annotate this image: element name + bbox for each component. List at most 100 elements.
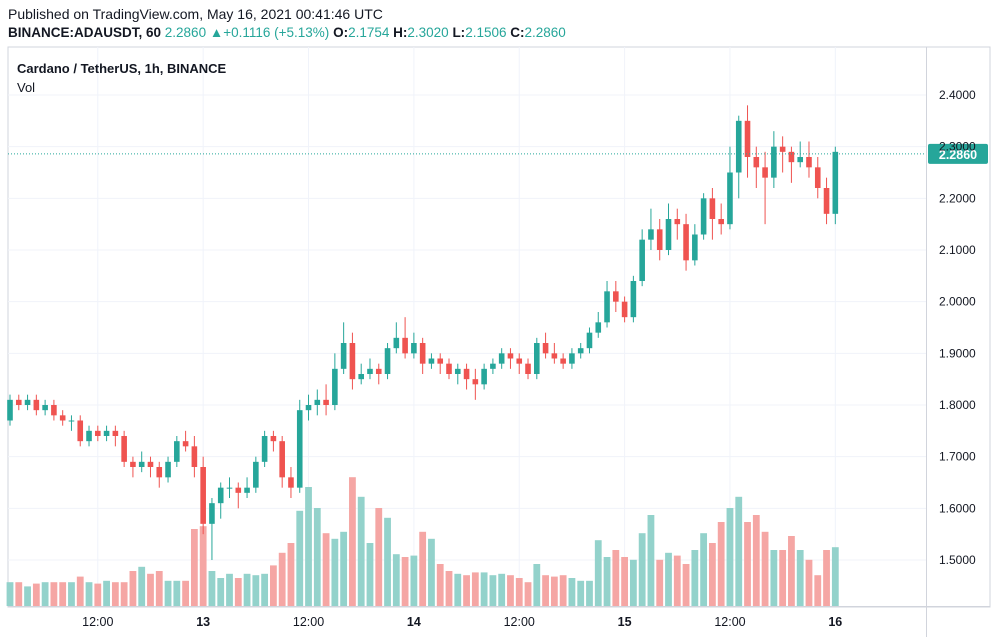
volume-bar (647, 515, 655, 606)
candle-body (463, 368, 470, 380)
candle-body (235, 487, 242, 493)
candle-body (621, 301, 628, 318)
volume-bar (76, 576, 84, 606)
time-tick-label: 16 (828, 615, 842, 629)
volume-bar (629, 559, 637, 606)
volume-bar (805, 559, 813, 606)
volume-bar (524, 582, 532, 606)
candle-body (472, 379, 479, 385)
volume-bar (173, 580, 181, 606)
volume-bar (331, 538, 339, 606)
volume-bar (428, 538, 435, 606)
price-tick-label: 1.5000 (939, 553, 976, 567)
volume-bar (50, 582, 58, 606)
volume-bar (454, 573, 462, 606)
candle-body (332, 368, 338, 405)
volume-bar (831, 547, 839, 606)
candle-body (138, 461, 145, 467)
chart-frame (7, 46, 991, 637)
candle-body (42, 405, 48, 411)
volume-bar (559, 575, 567, 606)
volume-bar (612, 550, 620, 606)
time-axis[interactable]: 12:00 13 12:00 14 12:00 15 12:00 16 (82, 615, 842, 629)
candle-body (534, 343, 540, 374)
candle-body (832, 151, 839, 214)
volume-bar (296, 510, 304, 606)
candle-body (323, 399, 329, 405)
price-tick-label: 1.7000 (939, 450, 976, 464)
volume-bar (770, 550, 778, 606)
candle-body (692, 234, 698, 261)
volume-bar (577, 580, 585, 606)
volume-bar (515, 578, 523, 606)
price-axis[interactable]: 1.5000 1.6000 1.7000 1.8000 1.9000 2.0000 2.10… (939, 88, 976, 567)
high-value: 2.3020 (407, 25, 449, 40)
candle-body (428, 358, 435, 364)
candle-body (516, 358, 523, 364)
last-price-line: 2.2860 (8, 143, 988, 164)
volume-bar (322, 533, 330, 606)
volume-bar (190, 529, 198, 606)
candle-body (674, 219, 681, 225)
price-tick-label: 2.0000 (939, 295, 976, 309)
up-arrow-icon: ▲ (209, 25, 224, 40)
volume-bar (489, 575, 497, 606)
candle-body (753, 157, 760, 168)
volume-bar (120, 582, 128, 606)
candle-body (77, 420, 84, 442)
volume-bar (278, 552, 286, 606)
volume-bar (261, 573, 269, 606)
candle-body (490, 363, 496, 369)
volume-bar (691, 550, 699, 606)
volume-bar (24, 586, 31, 606)
candle-body (51, 405, 57, 416)
volume-bar (287, 543, 295, 606)
candle-body (823, 188, 830, 214)
volume-bar (814, 575, 822, 606)
volume-bar (199, 526, 207, 606)
volume-bar (155, 571, 163, 606)
price-tick-label: 2.2000 (939, 191, 976, 205)
high-label: H: (393, 25, 408, 40)
candle-body (261, 436, 268, 462)
volume-bar (533, 564, 541, 606)
volume-bar (226, 573, 233, 606)
candle-body (437, 358, 444, 364)
volume-bar (103, 580, 110, 606)
volume-bar (129, 571, 137, 606)
candle-body (665, 219, 672, 250)
candle-body (296, 410, 303, 488)
volume-bar (603, 557, 611, 606)
candle-body (446, 363, 452, 374)
candle-body (419, 343, 426, 364)
candle-body (130, 461, 136, 467)
candle-body (121, 436, 127, 462)
volume-bar (542, 575, 549, 606)
volume-bar (208, 571, 216, 606)
volume-bar (507, 575, 514, 606)
volume-bar (594, 540, 602, 606)
candle-body (375, 368, 382, 374)
volume-bar (252, 575, 260, 606)
candle-body (270, 436, 277, 442)
open-value: 2.1754 (348, 25, 390, 40)
candle-body (411, 343, 417, 354)
change-value: +0.1116 (+5.13%) (223, 25, 330, 40)
close-value: 2.2860 (524, 25, 566, 40)
candle-body (340, 343, 347, 369)
volume-bar (313, 508, 321, 606)
candle-body (613, 291, 619, 302)
volume-bar (717, 522, 725, 606)
price-tick-label: 2.4000 (939, 88, 976, 102)
symbol-label: BINANCE:ADAUSDT, 60 (8, 25, 162, 40)
volume-bar (41, 582, 49, 606)
volume-bar (656, 559, 664, 606)
candle-body (709, 198, 716, 219)
candle-body (788, 151, 795, 163)
candle-body (191, 446, 198, 467)
time-tick-label: 13 (196, 615, 210, 629)
chart-legend-title: Cardano / TetherUS, 1h, BINANCE (17, 61, 227, 76)
volume-bar (59, 582, 67, 606)
candle-body (15, 399, 22, 405)
